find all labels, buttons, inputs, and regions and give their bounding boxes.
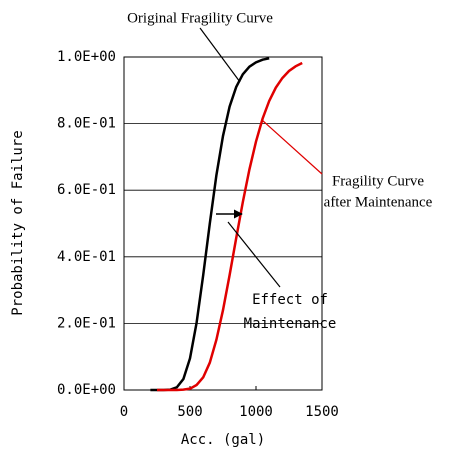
x-axis-label: Acc. (gal) — [181, 432, 265, 448]
annotation: Effect of — [252, 292, 328, 308]
x-tick-label: 500 — [177, 404, 202, 420]
y-tick-label: 4.0E-01 — [57, 249, 116, 265]
annotation: Original Fragility Curve — [127, 10, 273, 26]
annotation-line — [227, 221, 281, 288]
annotation-line — [261, 119, 323, 175]
annotation: Fragility Curve — [332, 173, 424, 189]
curve — [150, 57, 270, 392]
y-axis-label: Probability of Failure — [10, 130, 26, 315]
y-tick-label: 8.0E-01 — [57, 116, 116, 132]
y-tick-label: 2.0E-01 — [57, 315, 116, 331]
annotation: Maintenance — [244, 316, 337, 332]
annotation-line — [199, 27, 241, 83]
x-tick-label: 1500 — [305, 404, 339, 420]
y-tick-label: 1.0E+00 — [57, 49, 116, 65]
plot-frame — [123, 56, 323, 391]
y-tick-label: 0.0E+00 — [57, 382, 116, 398]
x-tick-label: 0 — [120, 404, 128, 420]
annotation: after Maintenance — [324, 194, 433, 210]
curve — [157, 61, 303, 392]
y-tick-label: 6.0E-01 — [57, 182, 116, 198]
x-tick-label: 1000 — [239, 404, 273, 420]
plot-area: 0.0E+00 2.0E-01 4.0E-01 6.0E-01 8.0E-01 1.0E+… — [57, 49, 339, 420]
